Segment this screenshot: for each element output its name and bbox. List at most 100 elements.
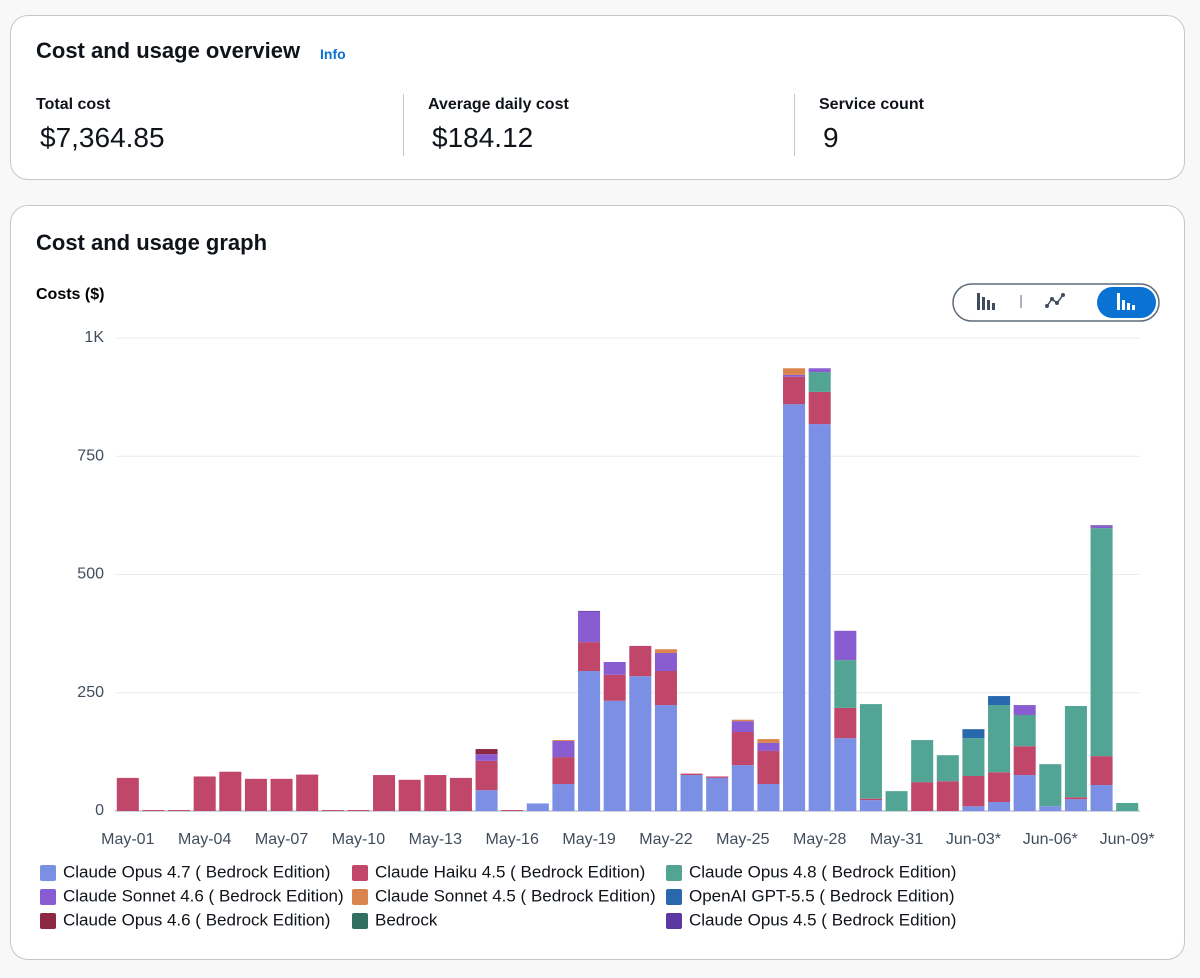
- bar-segment: [424, 775, 447, 811]
- bar-segment: [578, 610, 601, 612]
- bar-segment: [1064, 705, 1087, 798]
- bar-segment: [654, 670, 677, 706]
- bar-segment: [501, 810, 524, 811]
- bar-segment: [988, 772, 1011, 803]
- x-tick-label: Jun-06*: [1023, 831, 1078, 848]
- bar-segment: [834, 738, 857, 811]
- y-tick-label: 500: [77, 566, 104, 583]
- bar-segment: [654, 653, 677, 671]
- bar-segment: [757, 784, 780, 811]
- bar-segment: [1064, 797, 1087, 800]
- metric-value: 9: [823, 122, 839, 153]
- x-tick-label: May-31: [870, 831, 923, 848]
- legend-swatch: [666, 889, 682, 905]
- bar-segment: [475, 749, 498, 755]
- legend-label: Bedrock: [375, 910, 438, 929]
- stacked-chart-button[interactable]: [1097, 287, 1156, 318]
- y-tick-label: 250: [77, 684, 104, 701]
- bar-segment: [1116, 802, 1139, 811]
- bar-segment: [962, 738, 985, 776]
- bar-segment: [757, 742, 780, 751]
- graph-title: Cost and usage graph: [36, 230, 268, 255]
- legend-label: OpenAI GPT-5.5 ( Bedrock Edition): [689, 886, 955, 905]
- legend-swatch: [666, 865, 682, 881]
- metric-value: $184.12: [432, 122, 534, 153]
- y-tick-label: 1K: [84, 329, 104, 346]
- legend-swatch: [352, 865, 368, 881]
- x-tick-label: Jun-03*: [946, 831, 1001, 848]
- separator: [403, 94, 404, 156]
- bar-segment: [270, 778, 293, 811]
- bar-segment: [603, 700, 626, 811]
- legend-swatch: [352, 889, 368, 905]
- x-tick-label: May-04: [178, 831, 231, 848]
- bar-segment: [449, 777, 472, 811]
- bar-segment: [757, 750, 780, 785]
- legend-swatch: [40, 889, 56, 905]
- bar-segment: [731, 765, 754, 811]
- bar-segment: [398, 779, 421, 811]
- bar-segment: [783, 374, 806, 377]
- bar-segment: [859, 798, 882, 801]
- legend-label: Claude Opus 4.5 ( Bedrock Edition): [689, 910, 956, 929]
- bar-segment: [168, 810, 191, 811]
- bar-segment: [1013, 714, 1036, 747]
- bar-segment: [552, 784, 575, 811]
- graph-card: Cost and usage graph: [10, 205, 1185, 960]
- bar-segment: [1090, 756, 1113, 785]
- bar-segment: [706, 776, 729, 778]
- bar-segment: [911, 740, 934, 783]
- bar-segment: [193, 776, 216, 811]
- bar-segment: [731, 719, 754, 722]
- bar-segment: [475, 760, 498, 791]
- bar-segment: [1090, 525, 1113, 527]
- metric-value: $7,364.85: [40, 122, 165, 153]
- metric-label: Total cost: [36, 96, 111, 113]
- info-link[interactable]: Info: [320, 46, 346, 62]
- bar-segment: [731, 732, 754, 766]
- bar-segment: [296, 774, 319, 811]
- bar-segment: [1090, 784, 1113, 811]
- x-tick-label: May-19: [562, 831, 615, 848]
- bar-segment: [1013, 775, 1036, 811]
- separator: [794, 94, 795, 156]
- metric: Service count 9: [819, 96, 924, 154]
- bar-segment: [552, 740, 575, 741]
- bar-segment: [834, 660, 857, 708]
- bar-segment: [936, 781, 959, 811]
- bar-segment: [552, 757, 575, 785]
- bar-segment: [475, 754, 498, 761]
- x-tick-label: May-28: [793, 831, 846, 848]
- x-tick-label: May-07: [255, 831, 308, 848]
- bar-segment: [783, 404, 806, 811]
- bar-segment: [808, 372, 831, 392]
- x-tick-label: Jun-09*: [1100, 831, 1155, 848]
- legend-label: Claude Haiku 4.5 ( Bedrock Edition): [375, 862, 645, 881]
- bar-chart-button[interactable]: [977, 293, 995, 310]
- x-tick-label: May-25: [716, 831, 769, 848]
- bar-segment: [808, 368, 831, 373]
- bar-segment: [731, 721, 754, 733]
- metric: Total cost $7,364.85: [36, 96, 165, 154]
- overview-card: Cost and usage overview Info Total cost …: [10, 15, 1185, 180]
- bar-segment: [373, 775, 396, 811]
- bar-segment: [1090, 526, 1113, 529]
- bar-segment: [962, 806, 985, 811]
- x-tick-label: May-01: [101, 831, 154, 848]
- bar-segment: [654, 705, 677, 811]
- x-tick-label: May-10: [332, 831, 385, 848]
- bar-segment: [962, 729, 985, 739]
- legend-label: Claude Sonnet 4.5 ( Bedrock Edition): [375, 886, 656, 905]
- bar-segment: [1039, 806, 1062, 811]
- bar-segment: [834, 630, 857, 661]
- bar-segment: [988, 705, 1011, 773]
- legend-label: Claude Sonnet 4.6 ( Bedrock Edition): [63, 886, 344, 905]
- bar-segment: [911, 782, 934, 811]
- bar-segment: [988, 802, 1011, 811]
- bar-segment: [347, 810, 370, 811]
- line-chart-button[interactable]: [1045, 293, 1065, 308]
- legend-swatch: [40, 913, 56, 929]
- x-tick-label: May-16: [486, 831, 539, 848]
